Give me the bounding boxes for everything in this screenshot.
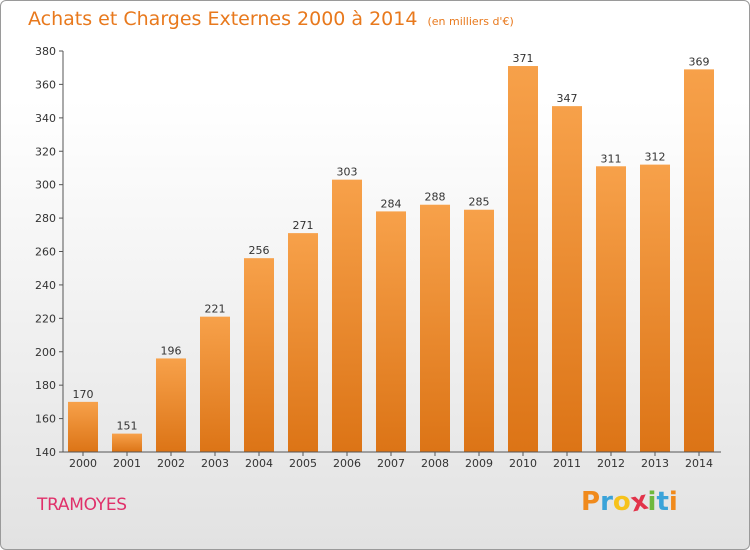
logo-letter: t xyxy=(656,487,669,517)
y-tick-label: 240 xyxy=(35,279,56,292)
logo-letter: r xyxy=(600,487,613,517)
bar-2013 xyxy=(640,164,670,452)
x-tick-label: 2010 xyxy=(509,457,537,470)
bar-2011 xyxy=(552,106,582,452)
proxiti-logo: Proxiti xyxy=(581,486,678,519)
value-label: 371 xyxy=(513,52,534,65)
value-label: 369 xyxy=(689,55,710,68)
x-tick-label: 2001 xyxy=(113,457,141,470)
value-label: 312 xyxy=(645,151,666,164)
x-tick-label: 2013 xyxy=(641,457,669,470)
y-tick-label: 220 xyxy=(35,312,56,325)
logo-letter: P xyxy=(581,487,601,517)
x-tick-label: 2002 xyxy=(157,457,185,470)
x-tick-label: 2012 xyxy=(597,457,625,470)
x-tick-label: 2004 xyxy=(245,457,273,470)
bar-2004 xyxy=(244,258,274,452)
bar-2009 xyxy=(464,209,494,452)
x-tick-label: 2000 xyxy=(69,457,97,470)
bar-2008 xyxy=(420,204,450,452)
value-label: 221 xyxy=(205,303,226,316)
logo-letter: o xyxy=(612,487,631,517)
bar-2010 xyxy=(508,66,538,452)
y-tick-label: 160 xyxy=(35,413,56,426)
x-tick-label: 2008 xyxy=(421,457,449,470)
x-tick-label: 2003 xyxy=(201,457,229,470)
value-label: 288 xyxy=(425,191,446,204)
y-tick-label: 300 xyxy=(35,179,56,192)
x-tick-label: 2005 xyxy=(289,457,317,470)
x-tick-label: 2011 xyxy=(553,457,581,470)
value-label: 256 xyxy=(249,244,270,257)
x-tick-label: 2007 xyxy=(377,457,405,470)
commune-name: TRAMOYES xyxy=(37,495,127,515)
bar-2006 xyxy=(332,179,362,452)
bar-2007 xyxy=(376,211,406,452)
y-tick-label: 200 xyxy=(35,346,56,359)
y-tick-label: 320 xyxy=(35,145,56,158)
y-tick-label: 280 xyxy=(35,212,56,225)
x-tick-label: 2009 xyxy=(465,457,493,470)
y-tick-label: 260 xyxy=(35,246,56,259)
bar-2005 xyxy=(288,233,318,452)
y-tick-label: 180 xyxy=(35,379,56,392)
logo-letter: i xyxy=(647,487,657,517)
value-label: 285 xyxy=(469,196,490,209)
bar-2012 xyxy=(596,166,626,452)
bar-2001 xyxy=(112,433,142,452)
bar-2000 xyxy=(68,401,98,452)
bar-2003 xyxy=(200,316,230,452)
logo-letter: i xyxy=(668,487,678,517)
x-tick-label: 2014 xyxy=(685,457,713,470)
value-label: 303 xyxy=(337,166,358,179)
value-label: 271 xyxy=(293,219,314,232)
bar-2002 xyxy=(156,358,186,452)
title-text: Achats et Charges Externes 2000 à 2014 xyxy=(28,8,418,30)
value-label: 151 xyxy=(117,420,138,433)
y-tick-label: 340 xyxy=(35,112,56,125)
value-label: 170 xyxy=(73,388,94,401)
chart-title: Achats et Charges Externes 2000 à 2014 (e… xyxy=(28,8,514,30)
value-label: 284 xyxy=(381,197,402,210)
unit-label: (en milliers d'€) xyxy=(427,15,514,28)
y-tick-label: 140 xyxy=(35,446,56,459)
value-label: 311 xyxy=(601,152,622,165)
y-tick-label: 360 xyxy=(35,78,56,91)
y-tick-label: 380 xyxy=(35,45,56,58)
value-label: 196 xyxy=(161,344,182,357)
bar-2014 xyxy=(684,69,714,453)
x-tick-label: 2006 xyxy=(333,457,361,470)
value-label: 347 xyxy=(557,92,578,105)
